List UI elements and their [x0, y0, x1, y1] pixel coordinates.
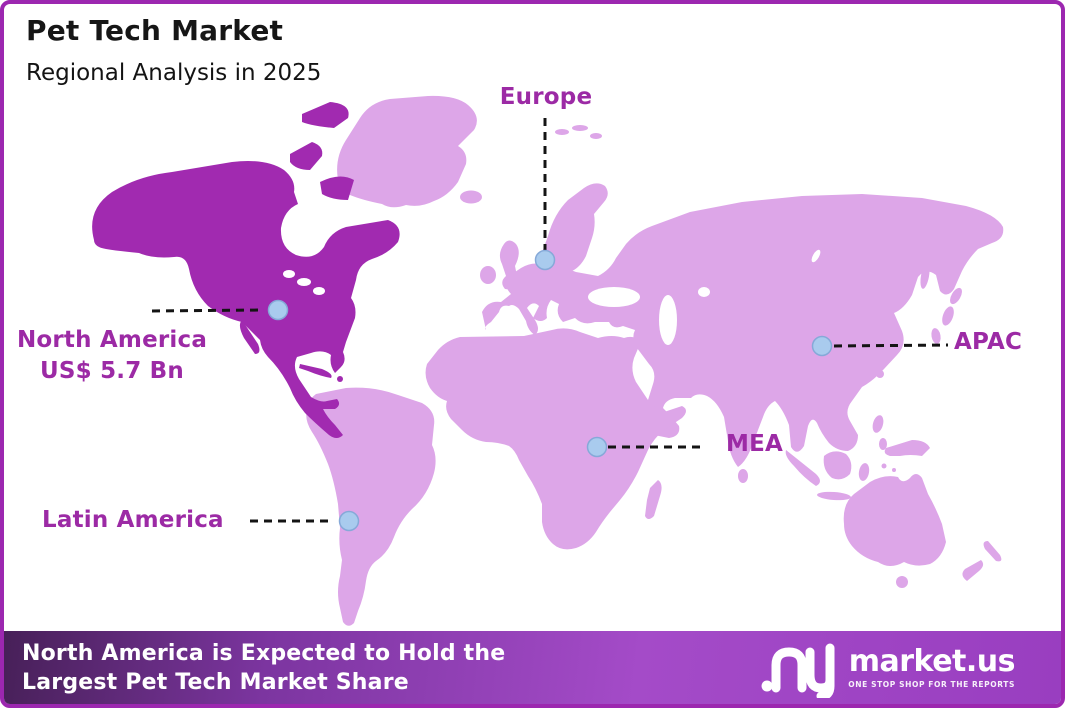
marker-dot-mea	[586, 436, 608, 458]
banner-headline: North America is Expected to Hold the La…	[22, 639, 505, 697]
logo-tagline: ONE STOP SHOP FOR THE REPORTS	[848, 679, 1015, 689]
map-aral-sea	[698, 287, 710, 297]
map-taiwan	[876, 370, 884, 378]
footer-banner: North America is Expected to Hold the La…	[4, 631, 1061, 704]
map-iceland	[460, 190, 482, 204]
map-baja-california	[239, 320, 260, 354]
banner-line-1: North America is Expected to Hold the	[22, 640, 506, 666]
map-australia	[843, 474, 946, 566]
map-tasmania	[896, 576, 908, 588]
map-base-continents	[306, 95, 1004, 626]
map-sumatra	[785, 450, 820, 486]
marker-dot-north-america	[267, 299, 289, 321]
map-great-lakes	[283, 270, 325, 295]
map-java	[817, 491, 851, 501]
market-us-logo-icon	[761, 643, 835, 698]
region-label-mea: MEA	[726, 431, 783, 457]
market-us-logo: market.us ONE STOP SHOP FOR THE REPORTS	[760, 638, 1016, 698]
region-label-north-america: North America US$ 5.7 Bn	[12, 325, 212, 387]
marker-dot-apac	[811, 335, 833, 357]
map-uk	[499, 240, 519, 290]
map-north-america	[92, 161, 400, 438]
marker-dot-latin-america	[338, 510, 360, 532]
region-label-europe: Europe	[499, 84, 593, 110]
region-label-north-america-name: North America	[16, 327, 208, 353]
market-us-logo-text: market.us ONE STOP SHOP FOR THE REPORTS	[848, 643, 1016, 689]
region-label-apac: APAC	[954, 329, 1023, 355]
map-arctic-islands	[290, 142, 323, 170]
region-value-north-america: US$ 5.7 Bn	[40, 358, 184, 384]
page-title: Pet Tech Market	[26, 14, 284, 47]
map-inland-seas	[588, 249, 821, 345]
banner-line-2: Largest Pet Tech Market Share	[22, 669, 409, 695]
map-lake-baikal	[811, 249, 821, 263]
map-sakhalin	[920, 263, 930, 289]
map-scandinavia	[540, 183, 608, 274]
map-sri-lanka	[738, 469, 748, 483]
map-eurasia	[482, 194, 1004, 467]
map-hainan	[843, 392, 851, 400]
map-philippines	[872, 415, 884, 433]
map-ireland	[480, 266, 496, 284]
map-sulawesi	[858, 463, 870, 481]
region-label-latin-america: Latin America	[42, 507, 224, 533]
map-south-america	[306, 387, 436, 626]
leader-line-north-america	[151, 308, 265, 313]
leader-line-apac	[833, 343, 949, 348]
marker-dot-europe	[534, 249, 556, 271]
map-caspian-sea	[659, 295, 677, 345]
marker-dots	[267, 249, 833, 532]
map-hispaniola	[337, 376, 343, 382]
map-new-zealand	[983, 541, 1002, 562]
leader-lines	[151, 118, 949, 523]
page-subtitle: Regional Analysis in 2025	[26, 60, 322, 86]
map-greenland	[337, 95, 477, 208]
map-north-america-highlight	[92, 102, 400, 438]
map-africa	[425, 328, 686, 550]
world-map	[92, 95, 1004, 626]
map-new-guinea	[884, 440, 930, 456]
map-black-sea	[588, 287, 640, 307]
map-borneo	[823, 451, 852, 480]
map-madagascar	[645, 480, 662, 519]
map-japan	[950, 287, 962, 305]
logo-brand: market.us	[848, 643, 1016, 679]
map-cuba	[299, 364, 332, 378]
